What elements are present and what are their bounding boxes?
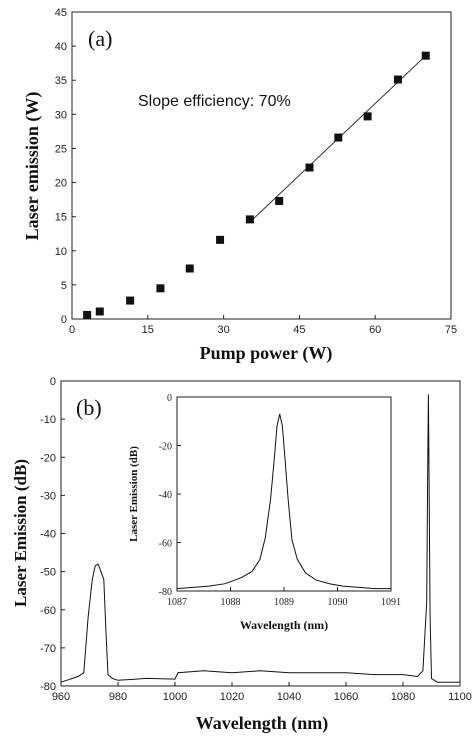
panel-a-y-ticks: 0 5 10 15 20 25 30 35 40 45 xyxy=(55,7,76,326)
panel-a-data-points xyxy=(83,51,430,319)
panel-b-y-tick-label: -30 xyxy=(40,490,56,502)
inset-spectrum-line xyxy=(176,413,391,590)
data-point xyxy=(156,284,165,293)
panel-b-y-tick-label: -10 xyxy=(40,414,56,426)
panel-a-y-tick-label: 0 xyxy=(61,314,67,326)
panel-b-x-tick-label: 1040 xyxy=(277,691,301,703)
panel-a-x-tick-label: 30 xyxy=(217,324,229,336)
panel-b-y-tick-label: -40 xyxy=(40,529,56,541)
panel-b-x-tick-label: 1100 xyxy=(448,691,472,703)
panel-a-y-tick-label: 40 xyxy=(55,41,67,53)
panel-b-y-tick-label: -70 xyxy=(40,643,56,655)
data-point xyxy=(83,310,92,319)
panel-b-spectrum-line xyxy=(60,394,460,683)
panel-a-label: (a) xyxy=(88,26,112,51)
data-point xyxy=(305,163,314,172)
panel-a-y-tick-label: 5 xyxy=(61,280,67,292)
panel-b-x-tick-label: 980 xyxy=(109,691,127,703)
panel-a-y-tick-label: 25 xyxy=(55,143,67,155)
inset-y-tick-label: -80 xyxy=(159,587,172,598)
data-point xyxy=(245,215,254,224)
panel-a-y-tick-label: 45 xyxy=(55,7,67,19)
data-point xyxy=(275,196,284,205)
panel-a: 0 5 10 15 20 25 30 35 40 45 0 15 30 45 60 75 (a) Slope… xyxy=(22,7,457,364)
inset-x-tick-label: 1088 xyxy=(221,597,241,608)
inset-y-ticks: 0 -20 -40 -60 -80 xyxy=(159,393,181,598)
panel-b-x-tick-label: 1020 xyxy=(220,691,244,703)
panel-b-x-tick-label: 1080 xyxy=(391,691,415,703)
panel-a-x-tick-label: 15 xyxy=(142,324,154,336)
panel-a-frame xyxy=(71,11,452,320)
panel-a-y-axis-title: Laser emission (W) xyxy=(22,92,43,241)
panel-b-inset: 0 -20 -40 -60 -80 1087 1088 1089 1090 1091 Wavel… xyxy=(128,393,401,632)
panel-b-y-ticks: 0 -10 -20 -30 -40 -50 -60 -70 -80 xyxy=(40,376,65,693)
inset-x-tick-label: 1087 xyxy=(167,597,187,608)
inset-y-tick-label: -60 xyxy=(159,539,172,550)
panel-b-x-tick-label: 960 xyxy=(52,691,70,703)
inset-y-tick-label: -40 xyxy=(159,490,172,501)
panel-b-y-tick-label: -20 xyxy=(40,452,56,464)
panel-a-y-tick-label: 35 xyxy=(55,75,67,87)
panel-a-x-tick-label: 60 xyxy=(369,324,381,336)
inset-y-tick-label: -20 xyxy=(159,442,172,453)
data-point xyxy=(95,307,104,316)
data-point xyxy=(185,264,194,273)
panel-b-x-tick-label: 1060 xyxy=(334,691,358,703)
panel-b-y-tick-label: -60 xyxy=(40,605,56,617)
panel-a-y-tick-label: 20 xyxy=(55,178,67,190)
panel-b-y-tick-label: -50 xyxy=(40,567,56,579)
panel-b: 0 -10 -20 -30 -40 -50 -60 -70 -80 960 980 1000 1020… xyxy=(11,376,472,734)
inset-y-axis-title: Laser Emission (dB) xyxy=(128,446,140,542)
panel-b-label: (b) xyxy=(76,395,102,420)
panel-a-x-ticks: 0 15 30 45 60 75 xyxy=(69,315,457,336)
inset-y-tick-label: 0 xyxy=(167,393,172,404)
panel-a-x-tick-label: 45 xyxy=(293,324,305,336)
data-point xyxy=(216,235,225,244)
inset-x-tick-label: 1090 xyxy=(328,597,348,608)
inset-x-tick-label: 1091 xyxy=(381,597,401,608)
data-point xyxy=(126,296,135,305)
panel-a-y-tick-label: 15 xyxy=(55,212,67,224)
panel-a-x-axis-title: Pump power (W) xyxy=(200,343,333,364)
panel-b-y-tick-label: -80 xyxy=(40,681,56,693)
panel-b-x-ticks: 960 980 1000 1020 1040 1060 1080 1100 xyxy=(52,682,472,703)
panel-b-y-axis-title: Laser Emission (dB) xyxy=(11,459,30,607)
inset-frame xyxy=(176,396,392,592)
data-point xyxy=(421,51,430,60)
data-point xyxy=(363,112,372,121)
panel-b-y-tick-label: 0 xyxy=(50,376,56,388)
panel-a-y-tick-label: 30 xyxy=(55,109,67,121)
panel-b-x-tick-label: 1000 xyxy=(163,691,187,703)
inset-x-ticks: 1087 1088 1089 1090 1091 xyxy=(167,587,401,608)
panel-a-x-tick-label: 75 xyxy=(445,324,457,336)
data-point xyxy=(393,75,402,84)
panel-b-x-axis-title: Wavelength (nm) xyxy=(196,713,329,734)
panel-a-x-tick-label: 0 xyxy=(69,324,75,336)
inset-x-axis-title: Wavelength (nm) xyxy=(240,618,328,632)
data-point xyxy=(334,133,343,142)
inset-x-tick-label: 1089 xyxy=(274,597,294,608)
slope-efficiency-annotation: Slope efficiency: 70% xyxy=(138,93,291,110)
panel-a-y-tick-label: 10 xyxy=(55,246,67,258)
